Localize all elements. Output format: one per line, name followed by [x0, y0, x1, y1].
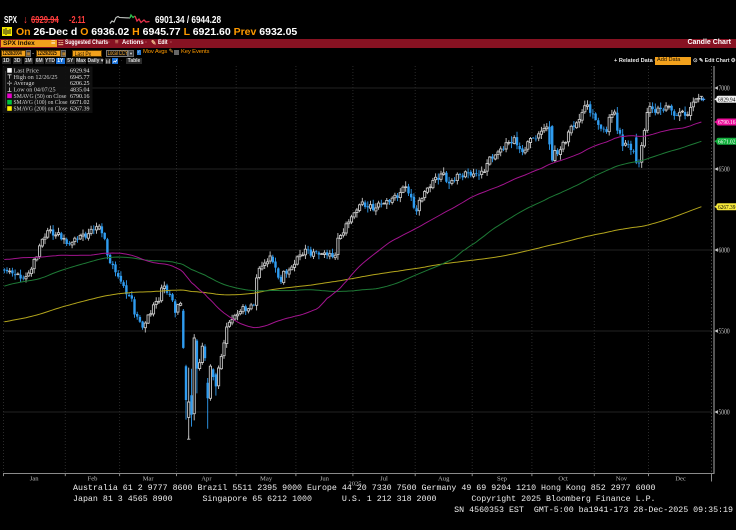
svg-text:Jul: Jul — [380, 476, 388, 483]
svg-text:Last Price: Last Price — [14, 68, 40, 75]
svg-text:Apr: Apr — [201, 476, 212, 483]
svg-text:5500: 5500 — [719, 328, 731, 336]
svg-text:6000: 6000 — [719, 247, 731, 255]
svg-text:4835.04: 4835.04 — [70, 87, 90, 94]
svg-text:Low on 04/07/25: Low on 04/07/25 — [14, 87, 56, 94]
svg-text:7000: 7000 — [719, 85, 731, 93]
svg-text:6671.02: 6671.02 — [70, 99, 90, 106]
svg-text:6267.39: 6267.39 — [718, 204, 735, 211]
svg-text:Aug: Aug — [438, 476, 450, 483]
svg-text:High on 12/26/25: High on 12/26/25 — [14, 74, 58, 81]
svg-text:5000: 5000 — [719, 409, 731, 417]
svg-text:May: May — [260, 476, 273, 483]
svg-text:Mar: Mar — [143, 476, 155, 483]
svg-text:6945.77: 6945.77 — [70, 74, 90, 81]
svg-text:Feb: Feb — [88, 476, 99, 483]
svg-text:SMAVG (100) on Close: SMAVG (100) on Close — [14, 99, 68, 106]
svg-text:2025: 2025 — [348, 481, 362, 488]
svg-text:Sep: Sep — [497, 476, 508, 483]
svg-text:Dec: Dec — [675, 476, 686, 483]
svg-text:6790.16: 6790.16 — [718, 119, 735, 126]
svg-text:6929.94: 6929.94 — [70, 68, 90, 75]
svg-text:SMAVG (200) on Close: SMAVG (200) on Close — [14, 106, 68, 113]
svg-text:Oct: Oct — [558, 476, 568, 483]
svg-text:Average: Average — [14, 80, 35, 87]
svg-text:Nov: Nov — [616, 476, 628, 483]
svg-text:6671.02: 6671.02 — [718, 139, 735, 146]
svg-text:6206.25: 6206.25 — [70, 80, 90, 87]
svg-text:6267.39: 6267.39 — [70, 106, 90, 113]
svg-text:6929.94: 6929.94 — [718, 97, 735, 104]
svg-text:SMAVG (50) on Close: SMAVG (50) on Close — [14, 93, 67, 100]
svg-text:Jun: Jun — [320, 476, 330, 483]
svg-text:6500: 6500 — [719, 166, 731, 174]
svg-text:6790.16: 6790.16 — [70, 93, 90, 100]
svg-text:Jan: Jan — [30, 476, 39, 483]
